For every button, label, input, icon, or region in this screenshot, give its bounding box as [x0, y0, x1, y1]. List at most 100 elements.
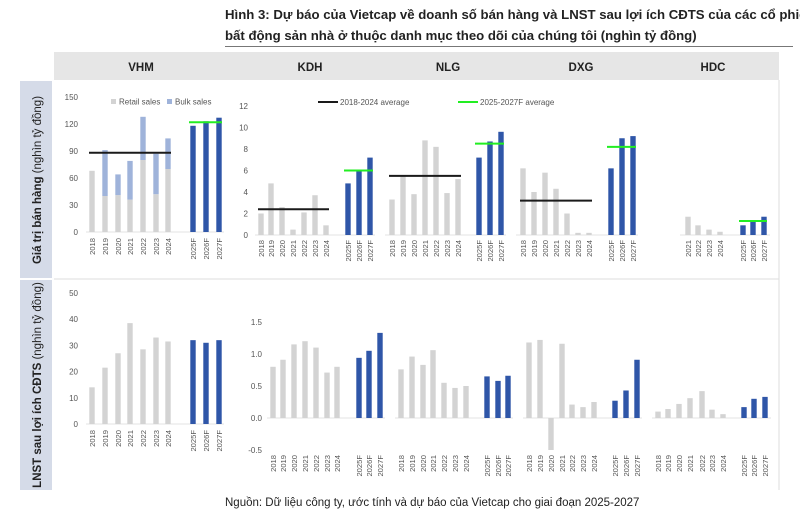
vhm-1-bar-2027f: [216, 340, 222, 424]
vhm-1-category-label: 2024: [164, 430, 173, 447]
nlg-1-bar-2023: [452, 387, 458, 418]
vhm-1-category-label: 2018: [88, 430, 97, 447]
panel-header-dxg: DXG: [569, 62, 594, 74]
vhm-0-category-label: 2019: [101, 238, 110, 255]
nlg-1-bar-2021: [430, 350, 436, 418]
vhm-0-bulk-bar-2023: [153, 153, 159, 195]
nlg-0-bar-2026f: [487, 141, 493, 235]
vhm-0-bulk-bar-2021: [127, 160, 133, 200]
kdh-0-category-label: 2018: [257, 240, 266, 257]
kdh-0-ytick-label: 0: [244, 231, 249, 240]
hdc-1-category-label: 2021: [686, 455, 695, 472]
nlg-1-category-label: 2023: [451, 455, 460, 472]
nlg-0-category-label: 2025F: [475, 240, 484, 262]
dxg-1-category-label: 2027F: [633, 455, 642, 477]
vhm-0-bar-2018: [89, 170, 95, 232]
nlg-1-bar-2025f: [484, 376, 490, 418]
dxg-0-bar-2025f: [608, 168, 614, 235]
hdc-0-bar-2027f: [761, 216, 767, 235]
kdh-0-category-label: 2024: [322, 240, 331, 257]
hdc-0-category-label: 2023: [705, 240, 714, 257]
row-label-profit-bold: LNST sau lợi ích CĐTS: [32, 362, 44, 487]
figure-title: Hình 3: Dự báo của Vietcap về doanh số b…: [225, 4, 800, 46]
dxg-1-bar-2019: [537, 339, 543, 418]
nlg-0-category-label: 2020: [410, 240, 419, 257]
nlg-0-bar-2025f: [476, 157, 482, 235]
dxg-0-category-label: 2023: [574, 240, 583, 257]
nlg-1-category-label: 2019: [408, 455, 417, 472]
dxg-0-category-label: 2026F: [618, 240, 627, 262]
kdh-0-bar-2020: [279, 207, 285, 235]
vhm-0-category-label: 2027F: [215, 238, 224, 260]
vhm-1-ytick-label: 30: [69, 341, 78, 350]
vhm-1-bar-2023: [153, 337, 159, 424]
kdh-0-bar-2027f: [367, 157, 373, 235]
dxg-1-category-label: 2018: [525, 455, 534, 472]
vhm-0-bulk-bar-2020: [115, 174, 121, 196]
dxg-1-category-label: 2021: [558, 455, 567, 472]
legend-bulk-swatch: [167, 99, 172, 104]
dxg-1-category-label: 2024: [590, 455, 599, 472]
kdh-1-category-label: 2025F: [355, 455, 364, 477]
hdc-0-category-label: 2025F: [739, 240, 748, 262]
hdc-0-category-label: 2024: [716, 240, 725, 257]
kdh-0-bar-2022: [301, 212, 307, 235]
dxg-1-bar-2022: [569, 404, 575, 418]
dxg-1-bar-2023: [580, 407, 586, 418]
kdh-1-category-label: 2018: [269, 455, 278, 472]
vhm-1-category-label: 2025F: [189, 430, 198, 452]
dxg-1-category-label: 2026F: [622, 455, 631, 477]
nlg-0-category-label: 2024: [454, 240, 463, 257]
dxg-0-bar-2022: [564, 213, 570, 235]
dxg-0-bar-2024: [586, 232, 592, 235]
dxg-0-bar-2027f: [630, 136, 636, 235]
hdc-0-bar-2024: [717, 231, 723, 235]
panel-header-hdc: HDC: [701, 62, 726, 74]
kdh-0-ytick-label: 10: [239, 124, 248, 133]
figure-title-line-2: bất động sản nhà ở thuộc danh mục theo d…: [225, 28, 697, 43]
kdh-1-bar-2022: [313, 347, 319, 418]
nlg-0-category-label: 2026F: [486, 240, 495, 262]
kdh-1-category-label: 2019: [279, 455, 288, 472]
hdc-0-bar-2021: [685, 216, 691, 235]
vhm-0-category-label: 2020: [114, 238, 123, 255]
vhm-0-category-label: 2023: [152, 238, 161, 255]
nlg-0-bar-2022: [433, 146, 439, 235]
vhm-1-category-label: 2023: [152, 430, 161, 447]
hdc-1-category-label: 2023: [708, 455, 717, 472]
dxg-1-bar-2021: [559, 343, 565, 418]
row-label-sales-unit: (nghìn tỷ đồng): [32, 96, 44, 177]
vhm-0-bar-2019: [102, 196, 108, 232]
vhm-0-bar-2025f: [190, 125, 196, 232]
dxg-0-bar-2026f: [619, 138, 625, 235]
hdc-0-category-label: 2027F: [760, 240, 769, 262]
vhm-1-bar-2020: [115, 353, 121, 424]
nlg-1-bar-2024: [463, 386, 469, 418]
hdc-1-category-label: 2024: [719, 455, 728, 472]
panel-header-vhm: VHM: [128, 62, 154, 74]
vhm-1-bar-2018: [89, 387, 95, 424]
hdc-1-category-label: 2025F: [740, 455, 749, 477]
kdh-1-bar-2026f: [366, 350, 372, 418]
kdh-0-category-label: 2025F: [344, 240, 353, 262]
kdh-1-category-label: 2023: [323, 455, 332, 472]
legend-avg-fcst-label: 2025-2027F average: [480, 98, 555, 107]
kdh-1-ytick-label: 1.0: [251, 350, 263, 359]
hdc-1-bar-2027f: [762, 396, 768, 418]
nlg-1-bar-2019: [409, 356, 415, 418]
nlg-0-category-label: 2021: [421, 240, 430, 257]
kdh-1-bar-2027f: [377, 332, 383, 418]
dxg-1-bar-2020: [548, 418, 554, 450]
vhm-0-category-label: 2021: [126, 238, 135, 255]
kdh-1-ytick-label: 1.5: [251, 318, 263, 327]
nlg-0-bar-2023: [444, 193, 450, 235]
kdh-0-ytick-label: 12: [239, 102, 248, 111]
nlg-1-category-label: 2027F: [504, 455, 513, 477]
source-note: Nguồn: Dữ liệu công ty, ước tính và dự b…: [225, 497, 640, 509]
vhm-0-category-label: 2018: [88, 238, 97, 255]
kdh-0-ytick-label: 6: [244, 167, 249, 176]
dxg-0-category-label: 2024: [585, 240, 594, 257]
hdc-0-category-label: 2021: [684, 240, 693, 257]
hdc-0-bar-2023: [706, 229, 712, 235]
hdc-0-bar-2026f: [750, 221, 756, 235]
